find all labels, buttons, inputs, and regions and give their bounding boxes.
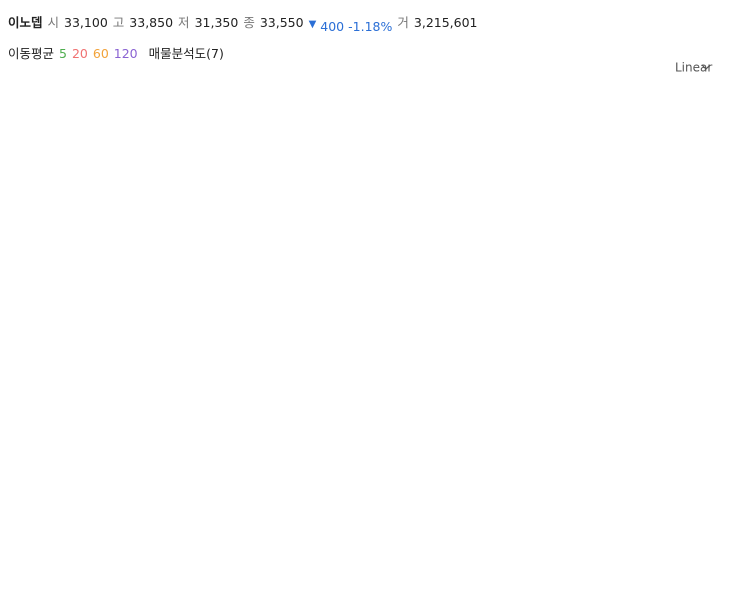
quote-name: 저: [178, 15, 190, 30]
quote-name: 시: [47, 15, 60, 30]
quote-value: 31,350: [194, 15, 239, 30]
legend-entry: 120: [113, 46, 138, 61]
scale-toggle[interactable]: Linear: [675, 61, 712, 75]
legend-entry: 5: [59, 46, 67, 61]
change-value: 400: [320, 19, 345, 34]
quote-value: 33,550: [259, 15, 304, 30]
profile-title: 매물분석도(7): [148, 46, 224, 61]
quote-name: 종: [243, 15, 255, 30]
legend-entry: 20: [71, 46, 88, 61]
quote-name: 거: [397, 15, 409, 30]
legend-row: 이동평균 5 20 60 120 매물분석도(7): [8, 43, 224, 62]
quote-value: 3,215,601: [413, 15, 478, 30]
change-pct: -1.18%: [348, 19, 393, 34]
legend-entry: 60: [92, 46, 109, 61]
quote-value: 33,100: [64, 15, 108, 30]
quote-row: 이노뎁 시 33,100 고 33,850 저 31,350 종 33,550 …: [8, 12, 478, 34]
down-arrow: ▼: [308, 19, 317, 30]
ma-title: 이동평균: [8, 46, 55, 61]
quote-value: 33,850: [129, 15, 174, 30]
change: ▼ 400 -1.18%: [309, 19, 393, 34]
quote-name: 고: [112, 15, 125, 30]
stock-name: 이노뎁: [8, 15, 43, 30]
scale-chevron[interactable]: [701, 64, 711, 70]
